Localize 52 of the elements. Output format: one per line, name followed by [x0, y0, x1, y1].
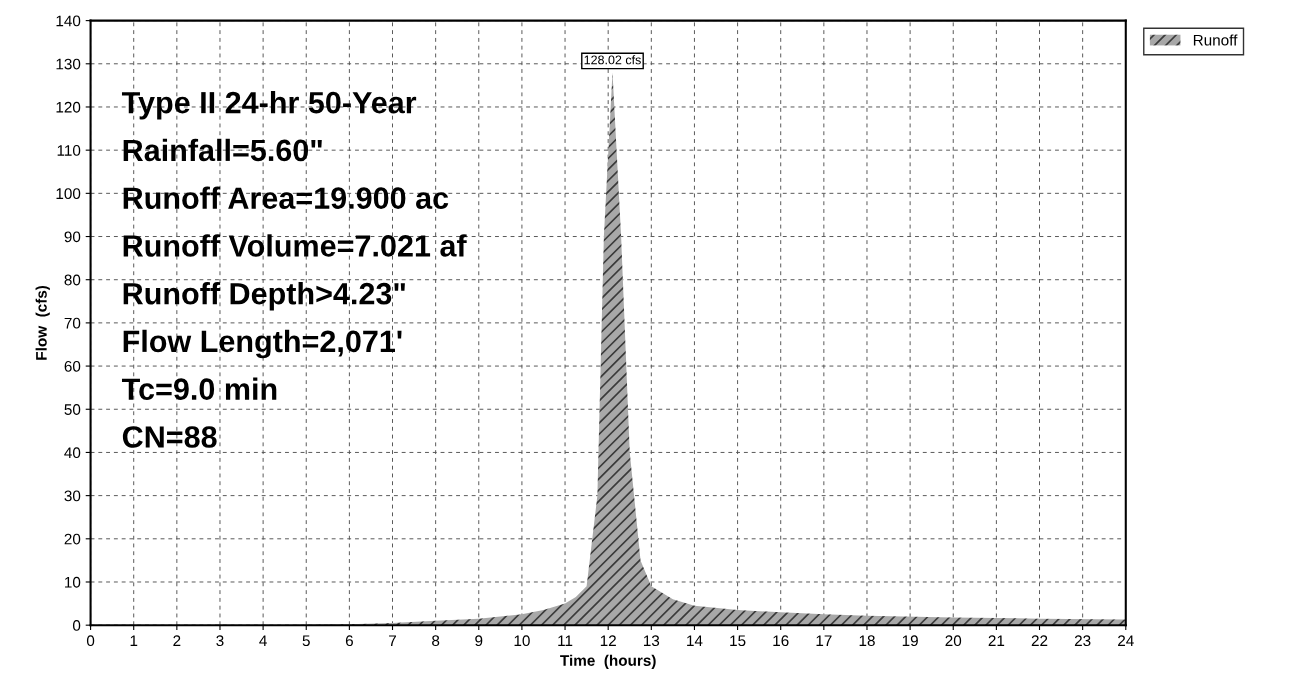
annotation: Runoff Depth>4.23"	[123, 282, 405, 311]
x-tick-label: 13	[643, 635, 660, 647]
x-tick-label: 18	[859, 635, 875, 647]
x-tick-label: 16	[773, 635, 789, 647]
x-tick-label: 15	[730, 635, 746, 647]
legend-label: Runoff	[1193, 34, 1238, 46]
x-tick-label: 23	[1074, 635, 1091, 647]
y-tick-label: 70	[64, 317, 81, 329]
x-tick-label: 3	[216, 635, 224, 647]
x-tick-label: 24	[1118, 635, 1134, 646]
y-tick-label: 100	[56, 188, 81, 200]
y-tick-label: 90	[64, 231, 81, 243]
x-tick-label: 14	[687, 635, 703, 646]
x-axis-title: Time (hours)	[560, 654, 656, 669]
x-tick-label: 20	[945, 635, 962, 647]
x-tick-label: 1	[130, 635, 138, 646]
y-tick-label: 80	[64, 274, 81, 286]
y-tick-label: 120	[56, 101, 81, 113]
y-tick-label: 0	[72, 620, 81, 631]
annotation: 128.02 cfs	[584, 55, 641, 65]
x-tick-label: 21	[988, 635, 1005, 646]
y-tick-label: 60	[64, 360, 81, 372]
x-tick-label: 9	[475, 635, 483, 647]
annotation: Tc=9.0 min	[121, 377, 277, 401]
annotation: Flow Length=2,071'	[123, 329, 402, 359]
x-tick-label: 12	[600, 635, 616, 646]
y-tick-label: 10	[65, 576, 81, 588]
x-tick-label: 8	[432, 635, 440, 647]
x-tick-label: 11	[558, 635, 573, 646]
y-tick-label: 20	[64, 533, 81, 545]
y-tick-label: 110	[57, 145, 81, 156]
x-tick-label: 7	[389, 635, 396, 646]
y-tick-label: 50	[64, 404, 81, 415]
x-tick-label: 0	[86, 635, 95, 647]
x-tick-label: 17	[816, 635, 832, 646]
x-tick-label: 2	[173, 635, 181, 646]
y-tick-label: 140	[56, 15, 81, 27]
y-tick-label: 40	[64, 447, 81, 459]
y-tick-label: 30	[64, 490, 81, 502]
annotation: Rainfall=5.60"	[123, 138, 322, 162]
annotation: Runoff Area=19.900 ac	[123, 186, 449, 209]
x-tick-label: 6	[345, 635, 353, 647]
x-tick-label: 4	[259, 635, 267, 646]
y-tick-label: 130	[56, 58, 81, 70]
annotation: Type II 24-hr 50-Year	[121, 91, 417, 120]
annotation: CN=88	[122, 426, 217, 448]
annotation: Runoff Volume=7.021 af	[123, 234, 467, 257]
x-tick-label: 10	[514, 635, 530, 647]
x-tick-label: 19	[902, 635, 918, 647]
y-axis-title: Flow (cfs)	[35, 285, 50, 360]
x-tick-label: 22	[1031, 635, 1048, 646]
x-tick-label: 5	[302, 635, 310, 647]
